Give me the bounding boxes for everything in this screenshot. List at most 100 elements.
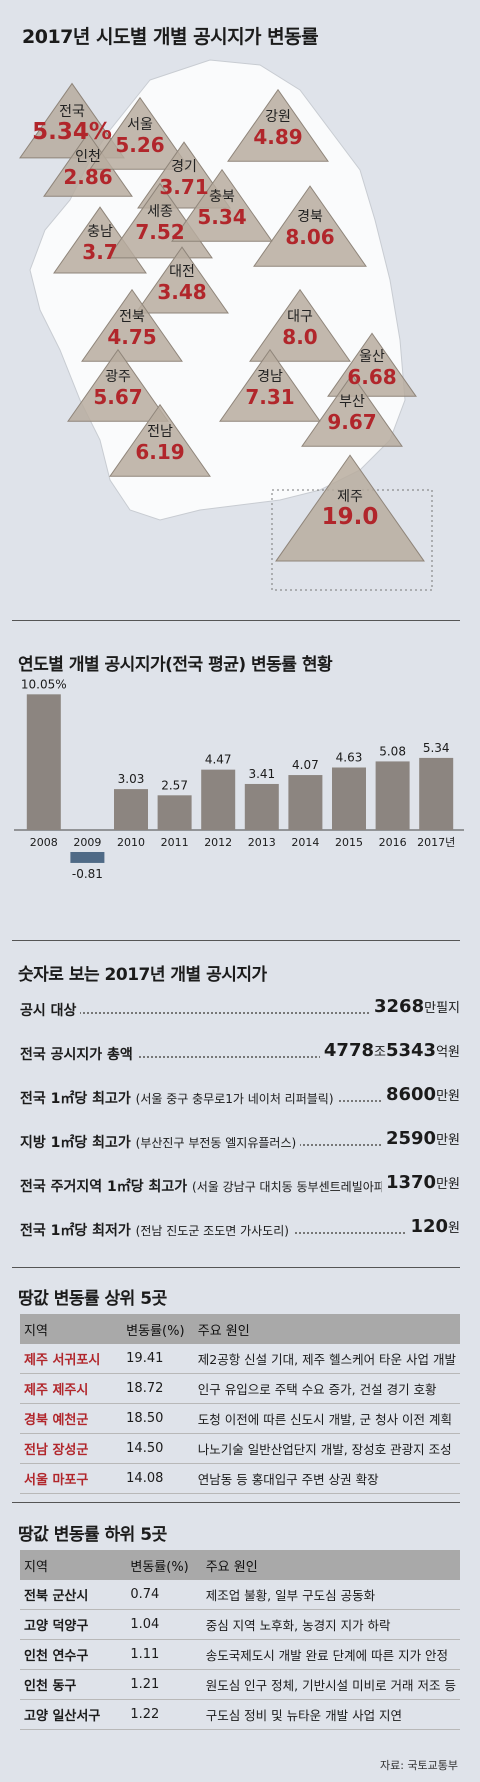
- stat-unit: 만필지: [424, 1001, 460, 1016]
- region-name: 부산: [339, 394, 365, 410]
- stats-title: 숫자로 보는 2017년 개별 공시지가: [18, 965, 267, 985]
- data-label: 4.07: [292, 758, 319, 772]
- region-cell: 서울 마포구: [20, 1463, 123, 1494]
- reason-cell: 중심 지역 노후화, 농경지 지가 하락: [201, 1609, 460, 1640]
- stat-value: 3268만필지: [370, 996, 460, 1017]
- data-label: -0.81: [72, 867, 103, 881]
- table-row: 고양 덕양구 1.04 중심 지역 노후화, 농경지 지가 하락: [20, 1609, 460, 1640]
- bar: [26, 694, 61, 830]
- region-triangle: [171, 168, 273, 242]
- region-name: 강원: [265, 109, 291, 125]
- region-label: 부산 9.67: [302, 391, 402, 433]
- stat-unit: 원: [448, 1221, 460, 1236]
- column-header: 지역: [20, 1314, 123, 1344]
- rate-cell: 14.08: [122, 1463, 194, 1494]
- region-value: 4.89: [253, 125, 303, 149]
- stat-row: 전국 1㎡당 최저가 (전남 진도군 조도면 가사도리) 120원: [20, 1216, 460, 1248]
- region-value: 5.67: [93, 385, 143, 409]
- stat-sub: (서울 강남구 대치동 동부센트레빌아파트): [192, 1180, 401, 1194]
- region-label: 울산 6.68: [322, 346, 422, 388]
- stat-unit: 조: [374, 1045, 386, 1060]
- rate-cell: 18.72: [122, 1373, 194, 1404]
- data-label: 2.57: [161, 778, 188, 792]
- stat-sub: (전남 진도군 조도면 가사도리): [135, 1224, 289, 1238]
- region-label: 서울 5.26: [90, 114, 190, 156]
- region-value: 9.67: [327, 410, 377, 434]
- stat-row: 지방 1㎡당 최고가 (부산진구 부전동 엘지유플러스) 2590만원: [20, 1128, 460, 1160]
- region-name: 서울: [127, 117, 153, 133]
- region-triangle: [227, 88, 329, 162]
- region-value: 6.19: [135, 440, 185, 464]
- region-name: 충북: [209, 189, 235, 205]
- region-value: 2.86: [63, 165, 113, 189]
- region-cell: 제주 제주시: [20, 1373, 123, 1404]
- data-label: 3.41: [248, 767, 275, 781]
- region-value: 7.52: [135, 220, 185, 244]
- region-cell: 전남 장성군: [20, 1433, 123, 1464]
- region-cell: 고양 일산서구: [20, 1699, 127, 1730]
- table-row: 경북 예천군 18.50 도청 이전에 따른 신도시 개발, 군 청사 이전 계획: [20, 1403, 460, 1434]
- table-header-row: 지역 변동률(%) 주요 원인: [20, 1550, 460, 1580]
- stat-number: 3268: [374, 996, 425, 1017]
- divider: [12, 1267, 460, 1268]
- column-header: 주요 원인: [193, 1314, 460, 1344]
- region-name: 경남: [257, 369, 283, 385]
- table-row: 전북 군산시 0.74 제조업 불황, 일부 구도심 공동화: [20, 1580, 460, 1610]
- bar: [332, 767, 366, 830]
- region-name: 울산: [359, 349, 385, 365]
- reason-cell: 제조업 불황, 일부 구도심 공동화: [201, 1580, 460, 1610]
- reason-cell: 연남동 등 홍대입구 주변 상권 확장: [193, 1463, 460, 1494]
- rate-cell: 1.21: [126, 1669, 202, 1700]
- divider: [12, 1502, 460, 1503]
- region-label: 경남 7.31: [220, 366, 320, 408]
- region-value: 19.0: [321, 504, 379, 530]
- region-name: 세종: [147, 204, 173, 220]
- region-name: 경북: [297, 209, 323, 225]
- reason-cell: 인구 유입으로 주택 수요 증가, 건설 경기 호황: [193, 1373, 460, 1404]
- region-value: 5.34: [197, 205, 247, 229]
- region-value: 5.26: [115, 133, 165, 157]
- tick-label: 2016: [379, 836, 407, 849]
- region-label: 경기 3.71: [134, 156, 234, 198]
- region-name: 충남: [87, 224, 113, 240]
- stat-row: 전국 1㎡당 최고가 (서울 중구 충무로1가 네이처 리퍼블릭) 8600만원: [20, 1084, 460, 1116]
- region-label: 강원 4.89: [228, 106, 328, 148]
- region-value: 4.75: [107, 325, 157, 349]
- divider: [12, 940, 460, 941]
- rate-cell: 19.41: [122, 1344, 194, 1374]
- table-row: 인천 동구 1.21 원도심 인구 정체, 기반시설 미비로 거래 저조 등: [20, 1669, 460, 1700]
- column-header: 주요 원인: [201, 1550, 460, 1580]
- reason-cell: 송도국제도시 개발 완료 단계에 따른 지가 안정: [201, 1639, 460, 1670]
- tick-label: 2017년: [417, 836, 455, 849]
- region-triangle: [249, 288, 351, 362]
- region-value: 3.48: [157, 280, 207, 304]
- data-label: 10.05%: [21, 677, 67, 691]
- table-row: 전남 장성군 14.50 나노기술 일반산업단지 개발, 장성호 관광지 조성: [20, 1433, 460, 1464]
- table-row: 고양 일산서구 1.22 구도심 정비 및 뉴타운 개발 사업 지연: [20, 1699, 460, 1730]
- region-name: 광주: [105, 369, 131, 385]
- region-name: 경기: [171, 159, 197, 175]
- region-label: 경북 8.06: [260, 206, 360, 248]
- data-label: 5.08: [379, 744, 406, 758]
- region-triangle: [67, 348, 169, 422]
- stat-value: 1370만원: [381, 1172, 460, 1193]
- region-cell: 인천 연수구: [20, 1639, 127, 1670]
- stat-unit: 만원: [436, 1133, 460, 1148]
- table-row: 인천 연수구 1.11 송도국제도시 개발 완료 단계에 따른 지가 안정: [20, 1639, 460, 1670]
- source-note: 자료: 국토교통부: [379, 1759, 458, 1772]
- region-value: 6.68: [347, 365, 397, 389]
- tick-label: 2009: [73, 836, 101, 849]
- data-label: 3.03: [118, 772, 145, 786]
- region-label: 전북 4.75: [82, 306, 182, 348]
- region-value: 3.7: [82, 240, 118, 264]
- region-label: 인천 2.86: [38, 146, 138, 188]
- tick-label: 2013: [248, 836, 276, 849]
- region-cell: 전북 군산시: [20, 1580, 127, 1610]
- bar: [201, 769, 236, 830]
- region-label: 전국 5.34%: [22, 101, 122, 144]
- region-triangle: [253, 185, 367, 267]
- tick-label: 2012: [204, 836, 232, 849]
- region-triangle: [301, 373, 403, 447]
- region-cell: 제주 서귀포시: [20, 1344, 123, 1374]
- region-name: 제주: [337, 489, 363, 505]
